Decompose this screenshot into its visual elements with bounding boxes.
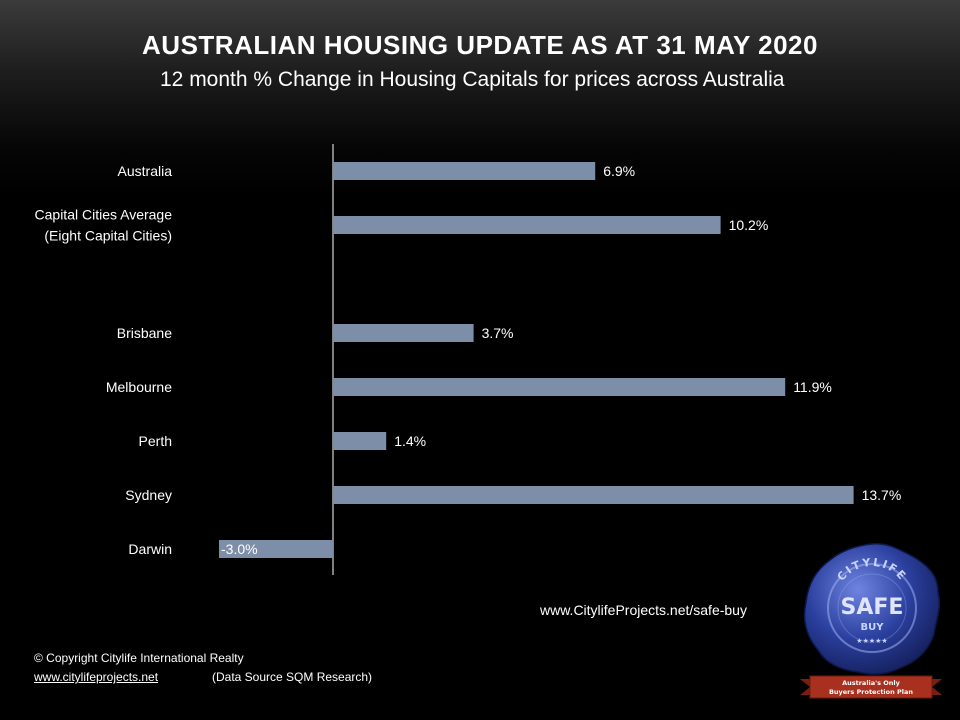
data-label: 1.4% xyxy=(394,433,426,449)
data-label: 13.7% xyxy=(862,487,902,503)
website-link[interactable]: www.citylifeprojects.net xyxy=(34,670,159,684)
category-label: (Eight Capital Cities) xyxy=(44,228,172,244)
seal-main-text: SAFE xyxy=(841,595,904,620)
data-label: 6.9% xyxy=(603,163,635,179)
safe-buy-url[interactable]: www.CitylifeProjects.net/safe-buy xyxy=(540,602,747,618)
page-title: AUSTRALIAN HOUSING UPDATE AS AT 31 MAY 2… xyxy=(142,30,818,60)
bar xyxy=(333,162,596,180)
bar xyxy=(333,486,854,504)
seal-stars: ★★★★★ xyxy=(856,637,887,645)
data-label: 10.2% xyxy=(729,217,769,233)
category-label: Australia xyxy=(118,163,173,179)
ribbon-line-1: Australia's Only xyxy=(842,679,901,687)
data-label: 3.7% xyxy=(482,325,514,341)
data-label: -3.0% xyxy=(221,541,258,557)
chart-subtitle: 12 month % Change in Housing Capitals fo… xyxy=(160,68,785,91)
data-source-note: (Data Source SQM Research) xyxy=(212,670,373,684)
bar xyxy=(333,324,474,342)
safe-buy-seal-logo: CITYLIFE SAFE BUY ★★★★★ Australia's Only… xyxy=(800,542,942,699)
bar xyxy=(333,432,387,450)
bar xyxy=(333,216,721,234)
seal-ribbon: Australia's Only Buyers Protection Plan xyxy=(800,675,942,699)
bar xyxy=(333,378,786,396)
category-label: Brisbane xyxy=(117,325,172,341)
category-label: Melbourne xyxy=(106,379,172,395)
category-label: Perth xyxy=(139,433,172,449)
seal-sub-text: BUY xyxy=(861,622,885,633)
category-label: Sydney xyxy=(125,487,172,503)
bar-chart: Australia 6.9% Capital Cities Average (Eigh… xyxy=(35,162,902,558)
wax-seal-shape xyxy=(803,542,941,675)
category-label: Darwin xyxy=(128,541,172,557)
data-label: 11.9% xyxy=(793,379,832,395)
category-label: Capital Cities Average xyxy=(35,207,173,223)
copyright-text: © Copyright Citylife International Realt… xyxy=(34,651,244,665)
bar xyxy=(219,540,333,558)
ribbon-line-2: Buyers Protection Plan xyxy=(829,688,913,696)
